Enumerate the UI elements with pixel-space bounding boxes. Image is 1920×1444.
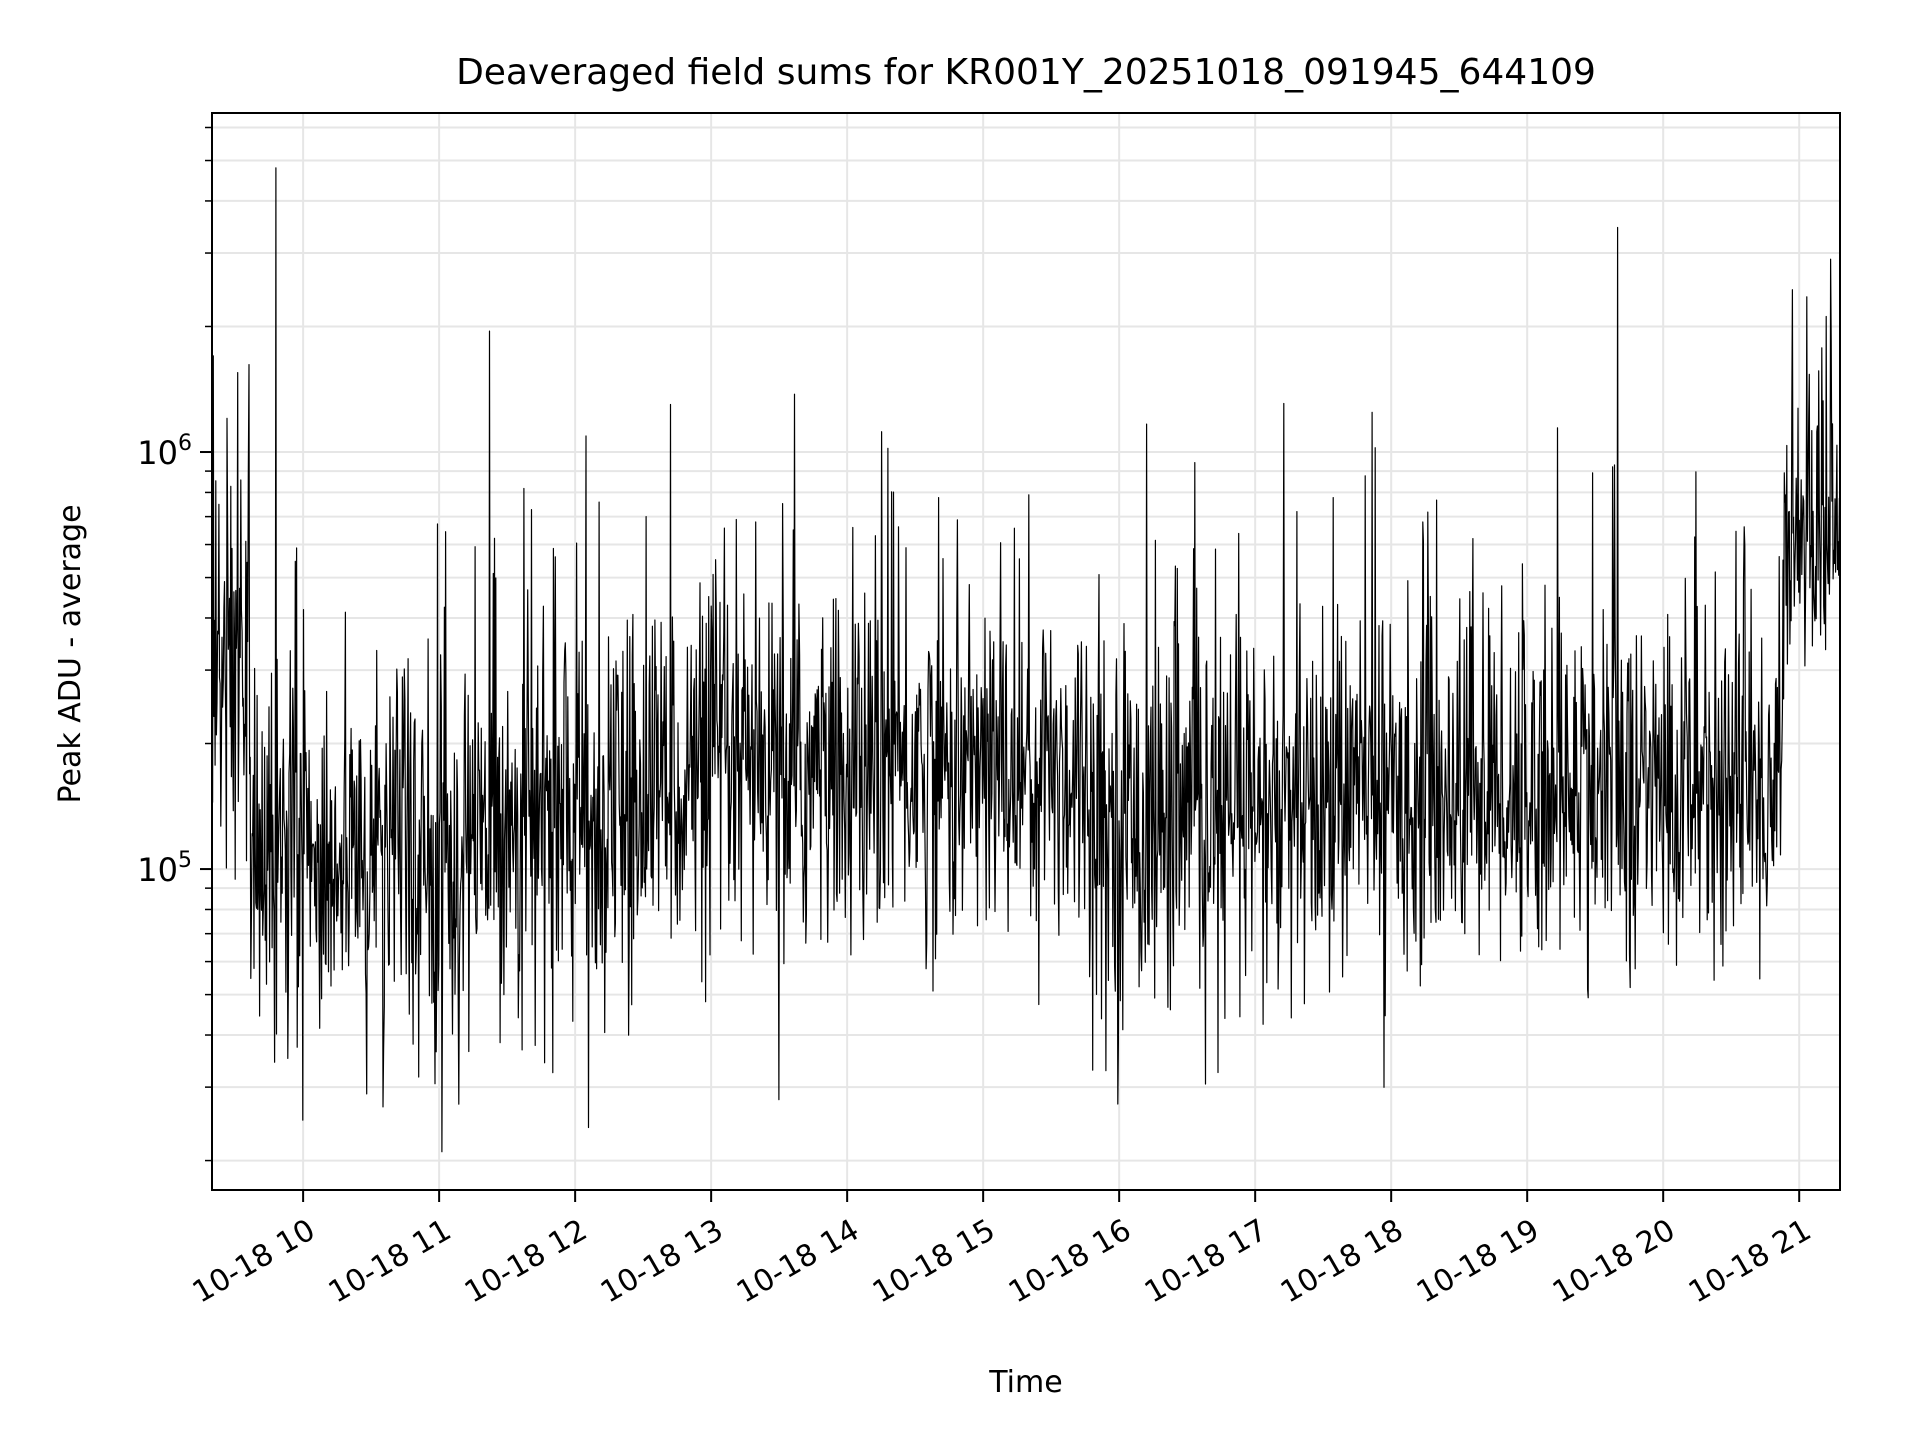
y-tick-label: 105 [137,848,192,889]
series-line [211,167,1841,1153]
y-tick-label: 106 [137,431,192,472]
x-axis-label: Time [988,1365,1062,1400]
chart-title: Deaveraged field sums for KR001Y_2025101… [456,52,1596,93]
series-layer [211,167,1841,1153]
plot-frame [211,112,1841,1191]
y-axis-label: Peak ADU - average [53,504,88,803]
